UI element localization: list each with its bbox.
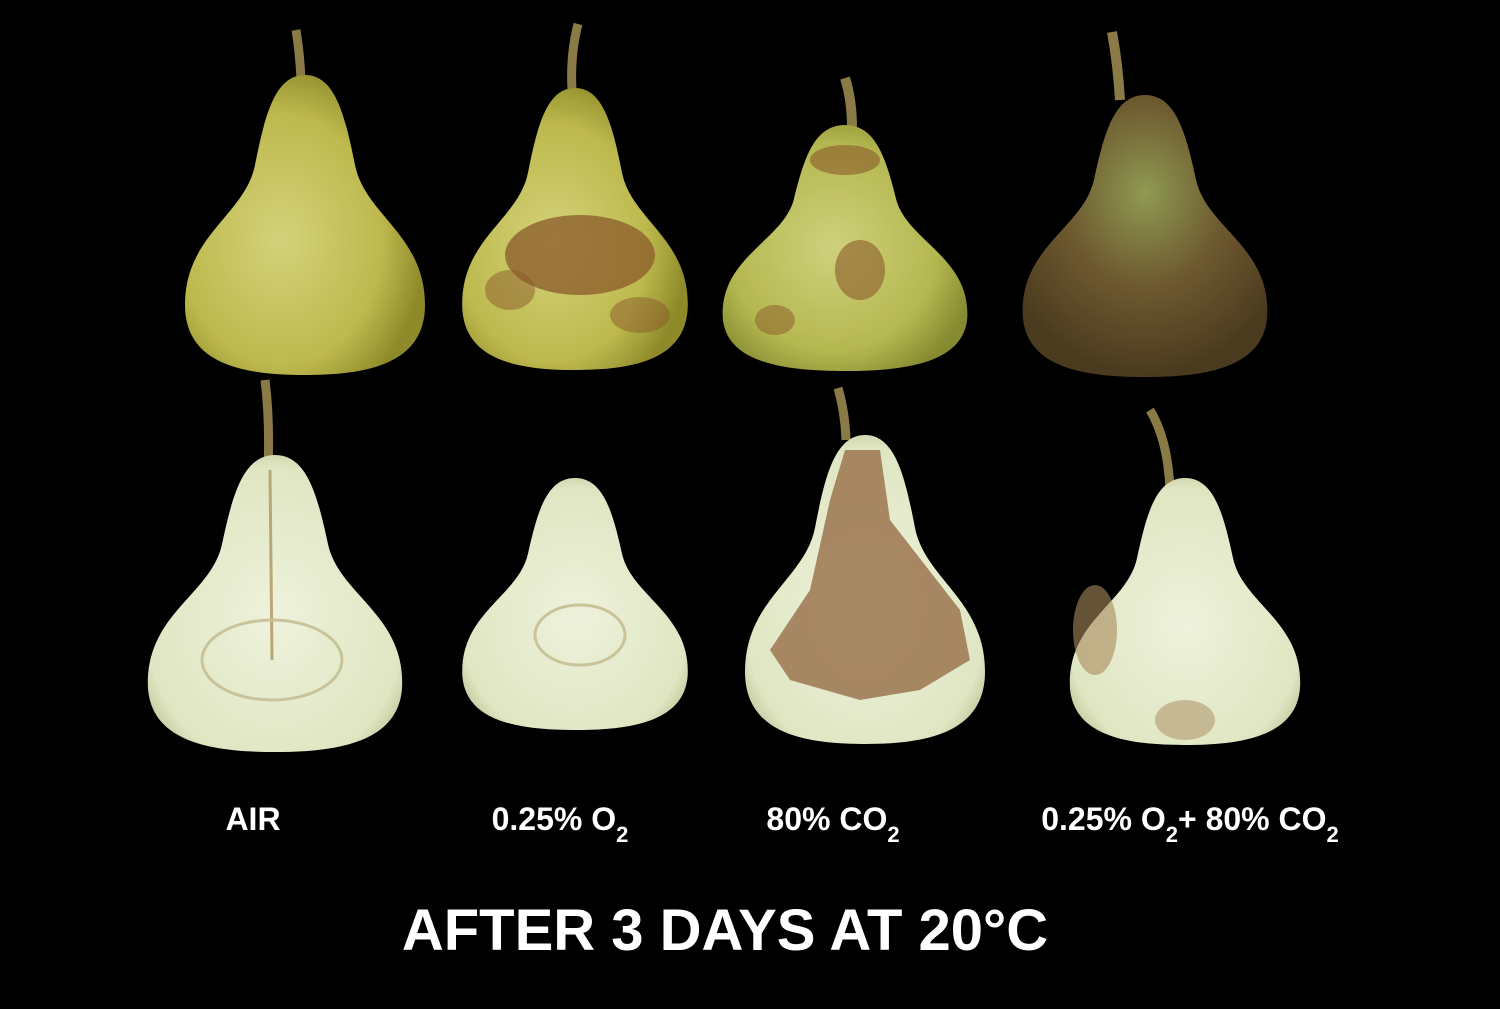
pear-air — [185, 29, 425, 375]
label: 0.25% O2+ 80% CO2 — [1041, 801, 1339, 847]
label-text: AIR — [225, 801, 280, 837]
half-low-o2 — [462, 478, 688, 730]
label-subscript: 2 — [616, 822, 628, 847]
label-subscript: 2 — [1327, 822, 1339, 847]
label-text: 80% CO — [766, 801, 887, 837]
label-subscript: 2 — [1166, 822, 1178, 847]
half-air — [147, 379, 403, 752]
label-subscript: 2 — [887, 822, 899, 847]
label: AIR — [225, 801, 280, 837]
pear-high-co2 — [722, 76, 968, 371]
label: 80% CO2 — [766, 801, 899, 847]
label-text: + 80% CO — [1178, 801, 1327, 837]
label-text: 0.25% O — [492, 801, 617, 837]
pear-low-o2 — [462, 22, 688, 371]
pear-combined — [1022, 31, 1268, 378]
half-combined — [1069, 407, 1301, 745]
title: AFTER 3 DAYS AT 20°C — [402, 898, 1048, 963]
half-high-co2 — [745, 386, 985, 744]
label: 0.25% O2 — [492, 801, 629, 847]
label-text: 0.25% O — [1041, 801, 1166, 837]
